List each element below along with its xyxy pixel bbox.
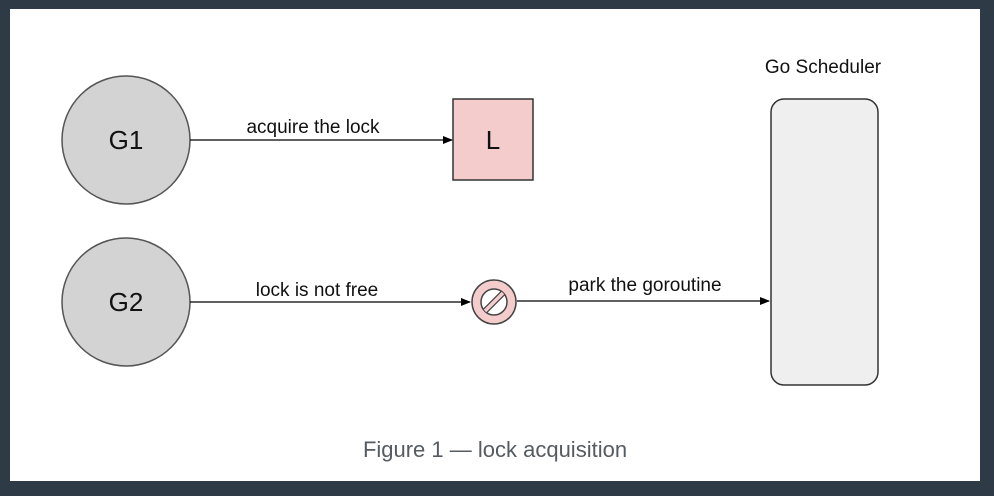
goroutine-g1-node: G1 [61, 75, 191, 205]
lock-label: L [486, 125, 500, 155]
not-free-edge: lock is not free [190, 280, 471, 306]
not-free-edge-label: lock is not free [256, 280, 379, 301]
scheduler-node: Go Scheduler [765, 57, 882, 386]
figure-panel: G1 G2 L Go Scheduler acquire the lock lo… [10, 9, 980, 481]
acquire-edge: acquire the lock [190, 117, 453, 144]
scheduler-title: Go Scheduler [765, 57, 882, 78]
goroutine-g2-node: G2 [61, 237, 191, 367]
park-edge: park the goroutine [517, 275, 770, 305]
figure-caption: Figure 1 — lock acquisition [362, 437, 628, 462]
park-edge-label: park the goroutine [568, 275, 721, 296]
goroutine-g1-label: G1 [109, 125, 144, 155]
lock-node: L [452, 98, 534, 181]
acquire-edge-label: acquire the lock [246, 117, 380, 138]
lock-acquisition-diagram: G1 G2 L Go Scheduler acquire the lock lo… [61, 57, 882, 386]
no-entry-icon [471, 279, 517, 325]
goroutine-g2-label: G2 [109, 287, 144, 317]
